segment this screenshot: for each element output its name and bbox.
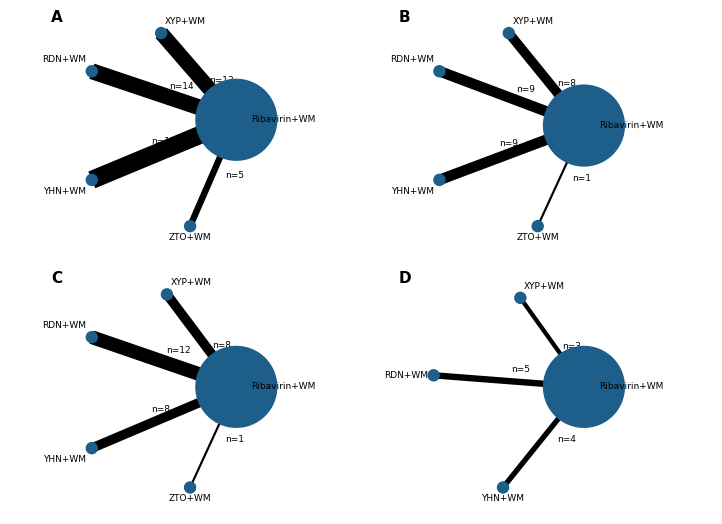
Text: YHN+WM: YHN+WM	[482, 495, 524, 504]
Point	[230, 116, 242, 124]
Text: n=4: n=4	[557, 435, 576, 444]
Point	[184, 483, 196, 492]
Text: D: D	[399, 271, 412, 286]
Text: C: C	[51, 271, 63, 286]
Point	[86, 67, 97, 75]
Text: ZTO+WM: ZTO+WM	[169, 233, 212, 242]
Point	[434, 176, 445, 184]
Text: RDN+WM: RDN+WM	[390, 56, 434, 64]
Text: n=8: n=8	[557, 80, 576, 89]
Point	[578, 383, 590, 391]
Text: n=13: n=13	[209, 77, 234, 85]
Text: RDN+WM: RDN+WM	[384, 371, 428, 380]
Text: YHN+WM: YHN+WM	[43, 187, 86, 196]
Text: n=12: n=12	[166, 346, 191, 355]
Text: n=9: n=9	[499, 139, 518, 148]
Point	[497, 483, 509, 492]
Text: XYP+WM: XYP+WM	[170, 278, 212, 288]
Point	[161, 290, 173, 299]
Text: YHN+WM: YHN+WM	[43, 455, 86, 464]
Text: Ribavirin+WM: Ribavirin+WM	[599, 121, 664, 130]
Text: n=14: n=14	[169, 82, 193, 91]
Text: XYP+WM: XYP+WM	[165, 17, 206, 26]
Point	[86, 176, 97, 184]
Text: n=9: n=9	[516, 85, 535, 94]
Text: XYP+WM: XYP+WM	[524, 282, 565, 291]
Text: n=8: n=8	[212, 341, 231, 350]
Text: n=8: n=8	[151, 405, 170, 413]
Point	[434, 67, 445, 75]
Text: n=16: n=16	[151, 137, 176, 146]
Point	[86, 333, 97, 341]
Text: ZTO+WM: ZTO+WM	[169, 495, 212, 504]
Text: A: A	[51, 10, 63, 25]
Text: RDN+WM: RDN+WM	[42, 321, 86, 330]
Text: B: B	[399, 10, 411, 25]
Text: ZTO+WM: ZTO+WM	[516, 233, 559, 242]
Text: Ribavirin+WM: Ribavirin+WM	[599, 383, 664, 391]
Point	[532, 222, 544, 231]
Text: n=5: n=5	[511, 365, 530, 374]
Point	[184, 222, 196, 231]
Point	[515, 293, 526, 302]
Text: n=3: n=3	[562, 342, 581, 351]
Text: Ribavirin+WM: Ribavirin+WM	[251, 383, 316, 391]
Text: RDN+WM: RDN+WM	[42, 56, 86, 64]
Point	[503, 29, 515, 37]
Text: YHN+WM: YHN+WM	[391, 187, 434, 196]
Point	[155, 29, 167, 37]
Text: Ribavirin+WM: Ribavirin+WM	[251, 115, 316, 124]
Point	[428, 371, 440, 379]
Text: n=5: n=5	[225, 171, 244, 180]
Text: XYP+WM: XYP+WM	[513, 17, 553, 26]
Point	[230, 383, 242, 391]
Text: n=1: n=1	[573, 173, 591, 183]
Point	[86, 444, 97, 452]
Point	[578, 122, 590, 130]
Text: n=1: n=1	[225, 435, 244, 444]
